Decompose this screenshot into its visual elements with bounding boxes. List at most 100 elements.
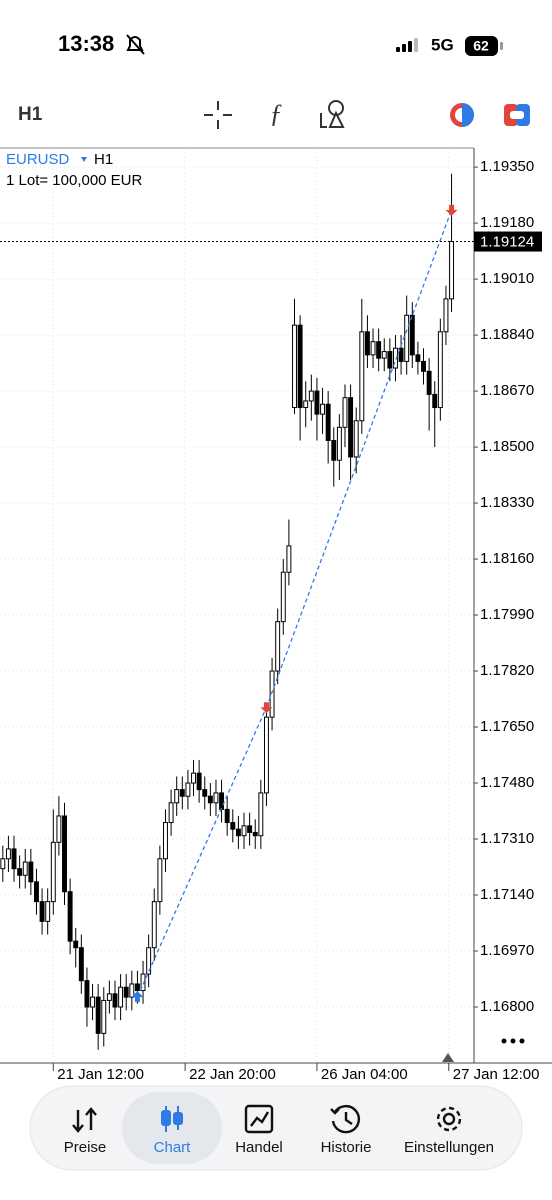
last-price-box xyxy=(474,231,542,252)
candle-body xyxy=(185,782,191,797)
candle-body xyxy=(241,825,247,837)
candle-body xyxy=(33,881,39,903)
candle-body xyxy=(314,390,320,415)
candle-body xyxy=(62,815,67,893)
candle-body xyxy=(280,571,286,623)
candle-body xyxy=(191,772,196,784)
onetap-icon[interactable] xyxy=(504,104,530,126)
nav-bar xyxy=(29,1085,523,1171)
preise-icon[interactable] xyxy=(72,1107,97,1133)
candle-body xyxy=(219,792,225,810)
time: 13:38 xyxy=(58,31,114,56)
candle-body xyxy=(174,789,180,804)
x-tick-label: 21 Jan 12:00 xyxy=(57,1066,144,1083)
candle-body xyxy=(426,370,432,395)
candle-body xyxy=(146,947,152,975)
candle-body xyxy=(129,983,135,998)
candle-body xyxy=(134,983,140,992)
shift-marker xyxy=(442,1053,454,1062)
candle-body xyxy=(207,795,213,804)
candle-body xyxy=(78,947,84,982)
candle-body xyxy=(39,901,45,922)
trade-marker xyxy=(131,991,144,1003)
trade-connector xyxy=(265,209,453,708)
crosshair-button[interactable] xyxy=(204,101,232,129)
candle-body xyxy=(269,670,275,718)
candle-body xyxy=(123,986,129,998)
y-tick-label: 1.16800 xyxy=(480,998,534,1015)
symbol[interactable]: EURUSD xyxy=(6,151,70,168)
candle-body xyxy=(235,828,241,837)
candle-body xyxy=(292,324,297,409)
y-tick-label: 1.17650 xyxy=(480,718,534,735)
candle-body xyxy=(196,772,202,791)
candle-body xyxy=(320,403,326,415)
candle-body xyxy=(325,403,331,441)
y-tick-label: 1.17480 xyxy=(480,774,534,791)
y-tick-label: 1.18500 xyxy=(480,438,534,455)
indicator-button[interactable]: ƒ xyxy=(270,99,283,128)
candle-body xyxy=(202,789,208,797)
nav-label[interactable]: Chart xyxy=(154,1139,192,1156)
nav-label[interactable]: Einstellungen xyxy=(404,1139,494,1156)
candle-body xyxy=(179,789,185,797)
objects-button[interactable] xyxy=(320,100,345,128)
candle-body xyxy=(393,347,398,369)
trade-marker xyxy=(445,204,458,216)
nav-label[interactable]: Handel xyxy=(235,1139,283,1156)
battery-cap xyxy=(500,42,503,50)
historie-icon[interactable] xyxy=(330,1105,360,1134)
nav-label[interactable]: Preise xyxy=(64,1139,107,1156)
candle-body xyxy=(45,901,51,922)
y-tick-label: 1.17310 xyxy=(480,830,534,847)
candle-body xyxy=(157,858,163,903)
y-tick-label: 1.17820 xyxy=(480,662,534,679)
battery xyxy=(465,36,498,56)
candle-body xyxy=(28,861,34,883)
candle-body xyxy=(449,241,455,300)
candle-body xyxy=(252,831,258,837)
y-tick-label: 1.17990 xyxy=(480,606,534,623)
candle-body xyxy=(101,999,107,1034)
candle-body xyxy=(84,980,90,1008)
y-tick-label: 1.18840 xyxy=(480,326,534,343)
y-tick-label: 1.18330 xyxy=(480,494,534,511)
y-tick-label: 1.16970 xyxy=(480,942,534,959)
symbol-dropdown[interactable] xyxy=(81,157,87,162)
candle-body xyxy=(22,861,28,876)
candle-body xyxy=(432,393,438,409)
candle-body xyxy=(443,298,449,333)
nav-label[interactable]: Historie xyxy=(321,1139,372,1156)
candle-body xyxy=(348,397,354,458)
y-tick-label: 1.18670 xyxy=(480,382,534,399)
y-tick-label: 1.19010 xyxy=(480,270,534,287)
candle-body xyxy=(213,792,219,804)
nav: Preise Chart Handel Historie Einstellungen xyxy=(64,1139,494,1156)
candle-body xyxy=(370,341,376,356)
candle-body xyxy=(308,390,314,402)
plot: 1.16800 1.16970 1.17140 1.17310 1.17480 1.176… xyxy=(0,148,542,1083)
last-price-label: 1.19124 xyxy=(480,234,534,251)
trade-connector xyxy=(136,707,268,998)
x-tick-label: 22 Jan 20:00 xyxy=(189,1066,276,1083)
candle-body xyxy=(437,331,443,409)
candle-body xyxy=(56,815,62,843)
more-button[interactable] xyxy=(501,1038,525,1044)
handel-icon[interactable] xyxy=(244,1104,274,1134)
chart-icon[interactable] xyxy=(161,1106,183,1132)
candle-body xyxy=(286,545,292,573)
candle-body xyxy=(118,986,124,1008)
trade-icon[interactable] xyxy=(450,103,474,127)
mute-icon xyxy=(126,34,145,55)
candle-body xyxy=(258,792,264,837)
candle-body xyxy=(404,314,410,362)
einstellungen-icon[interactable] xyxy=(436,1106,462,1132)
candle-body xyxy=(247,825,253,833)
candle-body xyxy=(297,324,303,409)
candle-body xyxy=(224,808,230,824)
nav-active-bg xyxy=(122,1092,222,1164)
candle-body xyxy=(95,996,101,1034)
timeframe-button[interactable]: H1 xyxy=(18,104,43,125)
candle-body xyxy=(342,397,348,428)
